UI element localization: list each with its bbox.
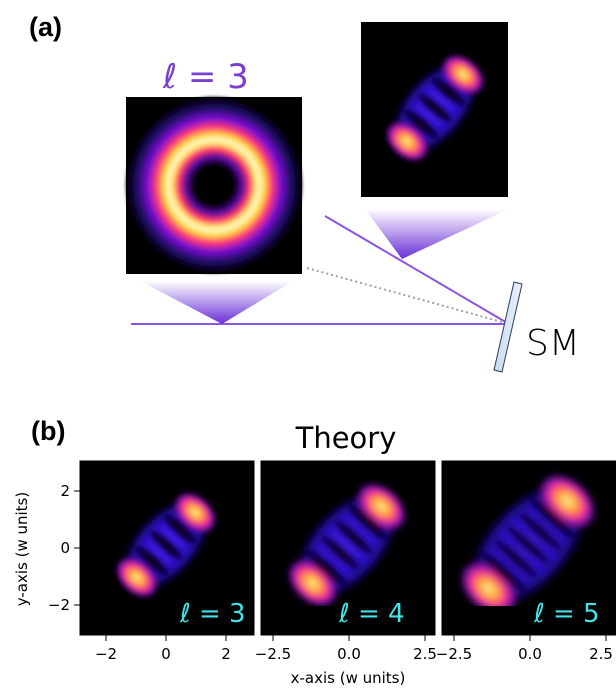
x-axis-label: x-axis (w units): [291, 669, 406, 687]
plot-l4-xtick-2: 2.5: [413, 645, 437, 663]
plot-l3-xtick-1: 0: [161, 645, 171, 663]
spatial-modulator-mirror: [493, 281, 523, 373]
theory-plot-l4: ℓ = 4 −2.5 0.0 2.5: [255, 460, 437, 663]
plot-l3-xtick-2: 2: [221, 645, 231, 663]
reflected-beam: [324, 215, 510, 325]
y-tick-0: 0: [60, 539, 70, 557]
panel-b-label: (b): [31, 416, 65, 446]
plot-l3-xtick-0: −2: [95, 645, 117, 663]
y-tick-neg2: −2: [48, 596, 70, 614]
cone-reflected: [365, 209, 509, 259]
plot-l4-label: ℓ = 4: [338, 599, 405, 629]
plot-l5-xtick-0: −2.5: [436, 645, 472, 663]
y-tick-2: 2: [60, 482, 70, 500]
theory-plot-l5: ℓ = 5 −2.5 0.0 2.5: [436, 460, 616, 663]
plot-l5-xtick-1: 0.0: [518, 645, 542, 663]
panel-a-label: (a): [29, 12, 62, 42]
dotted-guide: [306, 267, 510, 325]
plot-l3-label: ℓ = 3: [179, 599, 246, 629]
plot-l5-xtick-2: 2.5: [589, 645, 613, 663]
plot-l4-xtick-0: −2.5: [255, 645, 291, 663]
donut-mode-image: [126, 97, 302, 274]
cone-incident: [140, 281, 293, 324]
theory-plot-l3: ℓ = 3 −2 0 2: [79, 460, 255, 663]
panel-b-title: Theory: [295, 421, 397, 455]
plot-l5-label: ℓ = 5: [533, 599, 600, 629]
plot-l4-xtick-1: 0.0: [337, 645, 361, 663]
y-ticks: 2 0 −2: [48, 482, 80, 614]
hg-mode-image: [361, 22, 508, 197]
mirror-label: SM: [526, 323, 580, 364]
y-axis-label: y-axis (w units): [13, 492, 31, 606]
mode-label-a: ℓ = 3: [162, 57, 249, 97]
